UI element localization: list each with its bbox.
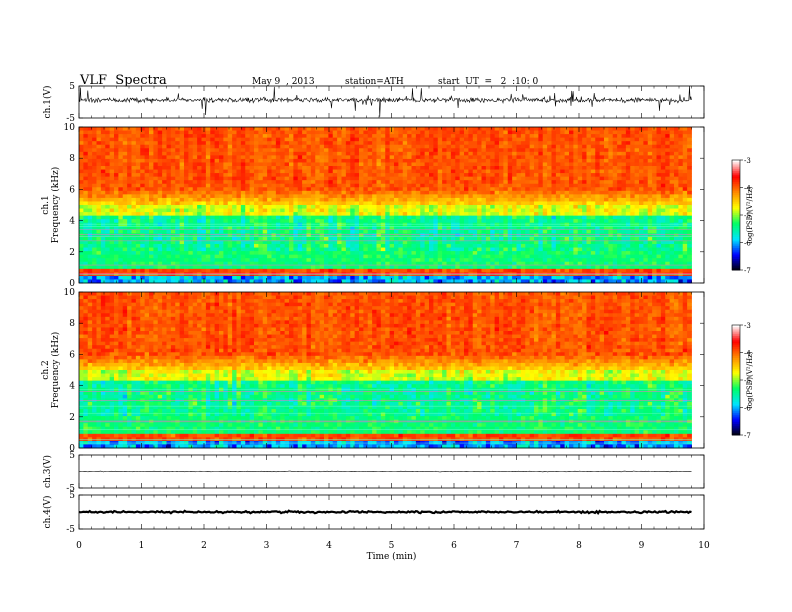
y-tick-label: 5 (69, 451, 75, 461)
x-tick-label: 0 (76, 541, 82, 551)
y-axis-label-frequency: Frequency (kHz) (50, 167, 61, 244)
colorbar-tick-label: -7 (744, 267, 751, 275)
y-axis-label: ch.1(V) (42, 86, 53, 119)
y-tick-label: 2 (69, 248, 75, 258)
y-tick-label: 5 (69, 491, 75, 501)
x-tick-label: 7 (514, 541, 520, 551)
colorbar-tick-label: -3 (744, 157, 751, 165)
y-axis-label: ch.2 (41, 360, 51, 379)
panel-5: 5 -5 (66, 491, 704, 535)
waveform-trace-4 (79, 471, 692, 472)
panel-4: 5-5 (66, 451, 704, 494)
y-tick-label: 6 (69, 185, 75, 195)
y-tick-label: 2 (69, 413, 75, 423)
y-tick-label: 10 (64, 288, 76, 298)
spectrogram-image-3 (79, 292, 692, 448)
x-tick-label: 3 (264, 541, 270, 551)
x-tick-label: 6 (451, 541, 457, 551)
y-tick-label: 8 (69, 154, 75, 164)
x-axis-label: Time (min) (367, 551, 417, 562)
y-axis-label-frequency: Frequency (kHz) (50, 332, 61, 409)
x-tick-label: 5 (389, 541, 395, 551)
x-tick-label: 4 (326, 541, 332, 551)
colorbar-tick-label: -3 (744, 322, 751, 330)
y-tick-label: 4 (69, 217, 75, 227)
x-tick-label: 2 (201, 541, 207, 551)
y-axis-label: ch.1 (41, 195, 51, 214)
x-tick-label: 1 (139, 541, 145, 551)
y-tick-label: 10 (64, 123, 76, 133)
spectrogram-image-2 (79, 127, 692, 283)
panel-1: 5-5 (66, 82, 704, 124)
x-tick-label: 10 (698, 541, 710, 551)
y-axis-label: ch.3(V) (42, 455, 53, 488)
y-tick-label: 8 (69, 319, 75, 329)
colorbar-label: log(PSD)(V²/Hz) (746, 186, 754, 243)
waveform-trace-5 (79, 511, 692, 514)
x-tick-label: 9 (639, 541, 645, 551)
waveform-trace-1 (79, 86, 692, 117)
colorbar-label: log(PSD)(V²/Hz) (746, 351, 754, 408)
y-tick-label: 5 (69, 82, 75, 92)
colorbar-tick-label: -7 (744, 432, 751, 440)
y-tick-label: 4 (69, 382, 75, 392)
y-tick-label: -5 (66, 525, 75, 535)
y-tick-label: 6 (69, 350, 75, 360)
x-tick-label: 8 (576, 541, 582, 551)
y-axis-label: ch.4(V) (42, 496, 53, 529)
